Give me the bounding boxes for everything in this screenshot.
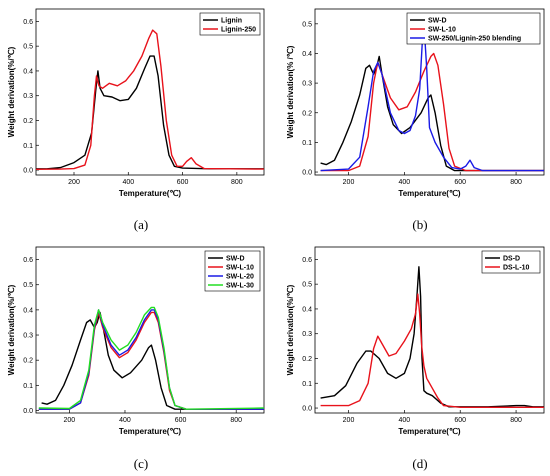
- x-axis-label: Temperature(℃): [398, 189, 461, 198]
- legend-label: SW-D: [428, 18, 447, 25]
- legend-label: SW-L-10: [226, 265, 254, 272]
- x-tick-label: 200: [64, 417, 76, 424]
- panel-caption: (a): [134, 217, 148, 232]
- legend-box: [406, 12, 541, 45]
- y-tick-label: 0.5: [302, 282, 312, 289]
- legend-label: Lignin-250: [221, 27, 256, 34]
- y-tick-label: 0.4: [302, 51, 312, 58]
- y-tick-label: 0.2: [23, 358, 33, 365]
- series-line-sw-d: [41, 311, 264, 410]
- x-axis-label: Temperature(℃): [398, 427, 461, 436]
- legend-label: SW-L-20: [226, 274, 254, 281]
- x-tick-label: 600: [454, 417, 466, 424]
- series-line-sw-l-30: [38, 306, 264, 410]
- x-tick-label: 800: [231, 179, 243, 186]
- y-axis-label: Weight derivation(%/℃): [7, 46, 16, 137]
- x-tick-label: 800: [510, 179, 522, 186]
- y-tick-label: 0.5: [23, 44, 33, 51]
- y-tick-label: 0.4: [23, 68, 33, 75]
- x-tick-label: 600: [177, 179, 189, 186]
- chart-panel: 200 400 600 800 0.0 0.1 0.2 0.3 0.4 0.5 0.6 Tempera…: [7, 8, 265, 232]
- y-tick-label: 0.3: [23, 333, 33, 340]
- x-tick-label: 600: [454, 179, 466, 186]
- x-tick-label: 800: [230, 417, 242, 424]
- y-tick-label: 0.0: [302, 170, 312, 177]
- y-axis-label: Weight derivation(% /℃): [286, 45, 295, 138]
- plot-frame: [35, 8, 265, 176]
- plot-frame: [314, 246, 545, 414]
- y-tick-label: 0.0: [302, 406, 312, 413]
- legend-label: SW-D: [226, 256, 245, 263]
- series-line-sw-l-10: [320, 52, 544, 172]
- legend-label: SW-L-10: [428, 27, 456, 34]
- plot-frame: [35, 246, 265, 414]
- y-tick-label: 0.5: [23, 282, 33, 289]
- y-tick-label: 0.0: [23, 408, 33, 415]
- x-tick-label: 400: [399, 417, 411, 424]
- panel-caption: (c): [134, 456, 148, 471]
- x-tick-label: 400: [122, 179, 134, 186]
- y-tick-label: 0.6: [302, 257, 312, 264]
- series-line-ds-d: [320, 266, 544, 408]
- y-tick-label: 0.4: [302, 306, 312, 313]
- series-line-lignin-250: [36, 29, 264, 170]
- series-group: [38, 306, 264, 410]
- x-tick-label: 400: [399, 179, 411, 186]
- legend: Lignin Lignin-250: [199, 12, 261, 36]
- series-group: [36, 29, 264, 170]
- y-axis-label: Weight derivation(%/℃): [7, 284, 16, 375]
- y-tick-label: 0.2: [302, 110, 312, 117]
- y-tick-label: 0.6: [23, 19, 33, 26]
- legend: DS-D DS-L-10: [481, 250, 541, 274]
- x-tick-label: 600: [175, 417, 187, 424]
- y-tick-label: 0.1: [302, 381, 312, 388]
- x-tick-label: 200: [343, 179, 355, 186]
- y-tick-label: 0.1: [302, 140, 312, 147]
- y-axis-label: Weight derivation(%/℃): [286, 284, 295, 375]
- y-tick-label: 0.4: [23, 307, 33, 314]
- series-line-sw-d: [320, 55, 544, 172]
- series-group: [320, 266, 544, 408]
- chart-panel: 200 400 600 800 0.0 0.1 0.2 0.3 0.4 0.5 Temperatur…: [286, 8, 545, 232]
- y-tick-label: 0.0: [23, 168, 33, 175]
- x-tick-label: 200: [68, 179, 80, 186]
- y-tick-label: 0.6: [23, 257, 33, 264]
- legend-label: DS-D: [503, 256, 520, 263]
- legend-label: SW-250/Lignin-250 blending: [428, 36, 521, 43]
- series-line-lignin: [36, 55, 264, 170]
- panel-caption: (d): [412, 456, 427, 471]
- y-tick-label: 0.5: [302, 21, 312, 28]
- y-tick-label: 0.2: [302, 356, 312, 363]
- x-tick-label: 200: [343, 417, 355, 424]
- legend-label: SW-L-30: [226, 283, 254, 290]
- x-axis-label: Temperature(℃): [119, 189, 182, 198]
- x-axis-label: Temperature(℃): [119, 427, 182, 436]
- legend-label: Lignin: [221, 18, 242, 25]
- x-tick-label: 400: [119, 417, 131, 424]
- series-group: [320, 32, 544, 172]
- legend: SW-D SW-L-10 SW-L-20 SW-L-30: [204, 250, 261, 292]
- panel-caption: (b): [412, 217, 427, 232]
- series-line-sw-250-lignin-250-blending: [320, 32, 544, 172]
- y-tick-label: 0.3: [302, 81, 312, 88]
- y-tick-label: 0.3: [23, 93, 33, 100]
- series-line-sw-l-10: [38, 311, 264, 410]
- series-line-ds-l-10: [320, 293, 544, 408]
- chart-panel: 200 400 600 800 0.0 0.1 0.2 0.3 0.4 0.5 0.6 Tempera…: [7, 246, 265, 471]
- x-tick-label: 800: [510, 417, 522, 424]
- y-tick-label: 0.3: [302, 331, 312, 338]
- plot-frame: [314, 8, 545, 176]
- legend-label: DS-L-10: [503, 265, 530, 272]
- y-tick-label: 0.1: [23, 383, 33, 390]
- chart-panel: 200 400 600 800 0.0 0.1 0.2 0.3 0.4 0.5 0.6 Tempera…: [286, 246, 545, 471]
- y-tick-label: 0.2: [23, 118, 33, 125]
- series-line-sw-l-20: [38, 309, 264, 410]
- legend: SW-D SW-L-10 SW-250/Lignin-250 blending: [406, 12, 541, 45]
- y-tick-label: 0.1: [23, 143, 33, 150]
